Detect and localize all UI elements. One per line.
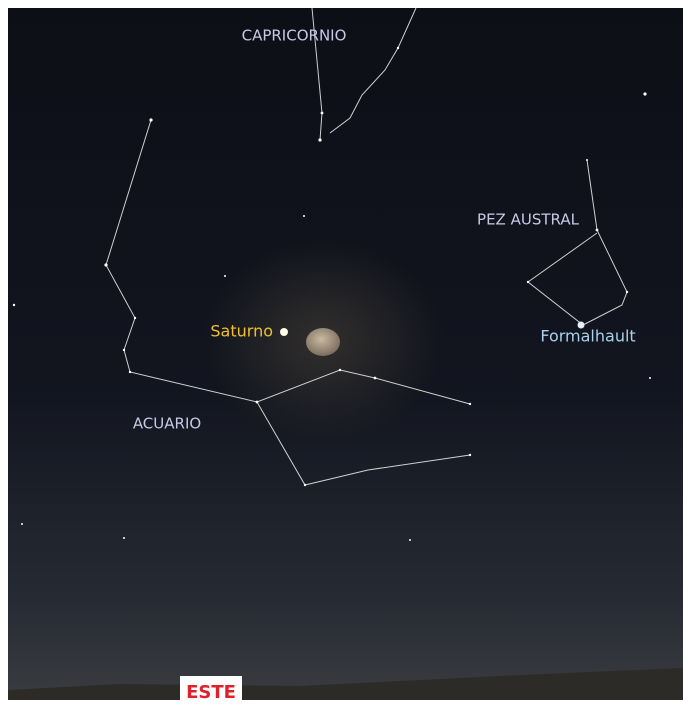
star	[626, 291, 628, 293]
star	[123, 349, 125, 351]
constellation-label: ACUARIO	[133, 415, 201, 433]
star	[104, 263, 107, 266]
star	[596, 229, 599, 232]
constellation-label: PEZ AUSTRAL	[477, 211, 580, 229]
moon	[306, 328, 340, 356]
star	[13, 304, 15, 306]
star	[303, 215, 305, 217]
star	[397, 47, 399, 49]
star	[224, 275, 226, 277]
planet-label: Saturno	[210, 322, 273, 341]
saturn	[280, 328, 288, 336]
star	[304, 484, 306, 486]
star	[339, 369, 341, 371]
star	[123, 537, 125, 539]
direction-label: ESTE	[186, 682, 236, 703]
star	[586, 159, 588, 161]
star	[527, 281, 529, 283]
star	[129, 371, 131, 373]
star	[649, 377, 651, 379]
star	[318, 138, 321, 141]
star	[374, 377, 377, 380]
star-label: Formalhault	[540, 327, 635, 346]
star	[256, 401, 259, 404]
constellation-label: CAPRICORNIO	[242, 27, 347, 45]
sky-view: CAPRICORNIO PEZ AUSTRAL ACUARIO Saturno …	[0, 0, 683, 708]
star	[469, 403, 471, 405]
star	[321, 112, 324, 115]
star	[21, 523, 23, 525]
star	[643, 92, 646, 95]
star	[149, 118, 152, 121]
star	[134, 317, 136, 319]
star	[469, 454, 471, 456]
page: CAPRICORNIO PEZ AUSTRAL ACUARIO Saturno …	[0, 0, 683, 708]
star	[409, 539, 411, 541]
